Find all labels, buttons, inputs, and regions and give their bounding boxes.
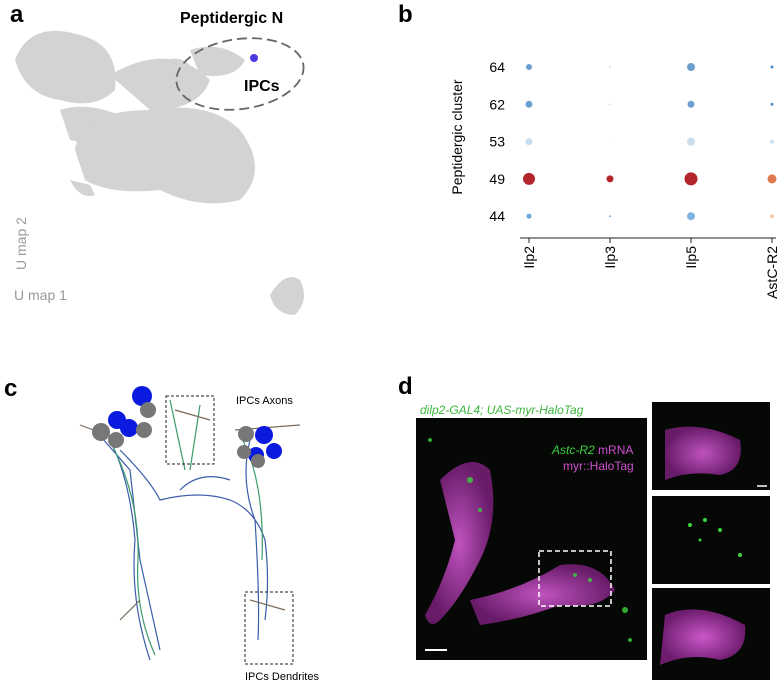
dot <box>687 137 695 146</box>
dot <box>684 172 698 186</box>
dot <box>526 213 532 219</box>
inset-box <box>244 591 294 665</box>
genotype: dilp2-GAL4; UAS-myr-HaloTag <box>420 403 584 417</box>
panel-label: a <box>10 1 24 28</box>
umap <box>15 30 304 315</box>
annotation: IPCs <box>244 78 280 95</box>
dot <box>770 214 774 219</box>
probe-suffix: mRNA <box>598 443 633 457</box>
annotation: IPCs Dendrites <box>245 671 319 683</box>
dot <box>606 175 614 183</box>
dot <box>525 138 533 146</box>
dot <box>770 139 774 144</box>
dot-plot: Peptidergic cluster Ilp2 Ilp3 Ilp5 AstC-R2 64… <box>449 59 780 299</box>
micrograph <box>416 402 770 680</box>
dot <box>609 66 611 68</box>
y-tick-label: 64 <box>489 59 505 75</box>
x-tick-label: Ilp5 <box>683 246 699 269</box>
x-tick-label: AstC-R2 <box>764 246 780 299</box>
dot <box>523 172 535 185</box>
panel-label: c <box>4 375 17 402</box>
x-tick-label: Ilp3 <box>602 246 618 269</box>
dot <box>687 63 695 71</box>
cluster-outline <box>175 37 305 111</box>
dot <box>609 103 611 105</box>
probe: Astc-R2 <box>551 443 595 457</box>
axis-label: U map 2 <box>13 217 29 270</box>
y-tick-label: 49 <box>489 171 505 187</box>
ipc-cluster <box>250 54 258 62</box>
somata <box>92 386 282 468</box>
dot <box>609 215 611 218</box>
dot <box>687 212 695 221</box>
x-tick-label: Ilp2 <box>521 246 537 269</box>
legend-text: myr::HaloTag <box>563 459 634 473</box>
annotation: Peptidergic N <box>180 10 283 27</box>
panel-label: d <box>398 373 413 400</box>
dot <box>770 65 774 69</box>
dot <box>767 174 777 184</box>
annotation: IPCs Axons <box>236 395 293 407</box>
y-axis-label: Peptidergic cluster <box>449 79 465 195</box>
legend-text: Astc-R2 mRNA <box>551 443 633 457</box>
dot <box>609 141 611 142</box>
axis-label: U map 1 <box>14 287 67 303</box>
dot <box>525 100 533 108</box>
dot <box>770 102 774 106</box>
inset-box <box>165 395 215 465</box>
panel-label: b <box>398 1 413 28</box>
y-tick-label: 44 <box>489 208 505 224</box>
dot <box>526 64 532 70</box>
y-tick-label: 53 <box>489 134 505 150</box>
dot <box>687 100 695 108</box>
y-tick-label: 62 <box>489 96 505 112</box>
